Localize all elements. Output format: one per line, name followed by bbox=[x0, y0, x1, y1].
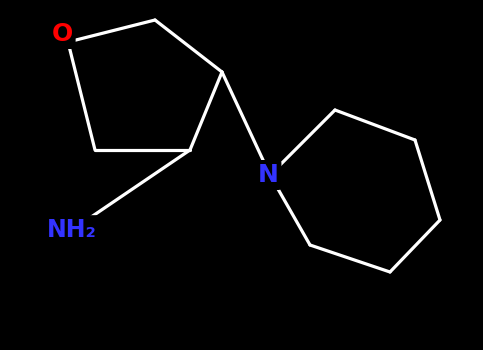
Text: NH₂: NH₂ bbox=[47, 218, 97, 242]
Text: N: N bbox=[257, 163, 278, 187]
Text: O: O bbox=[51, 22, 72, 46]
